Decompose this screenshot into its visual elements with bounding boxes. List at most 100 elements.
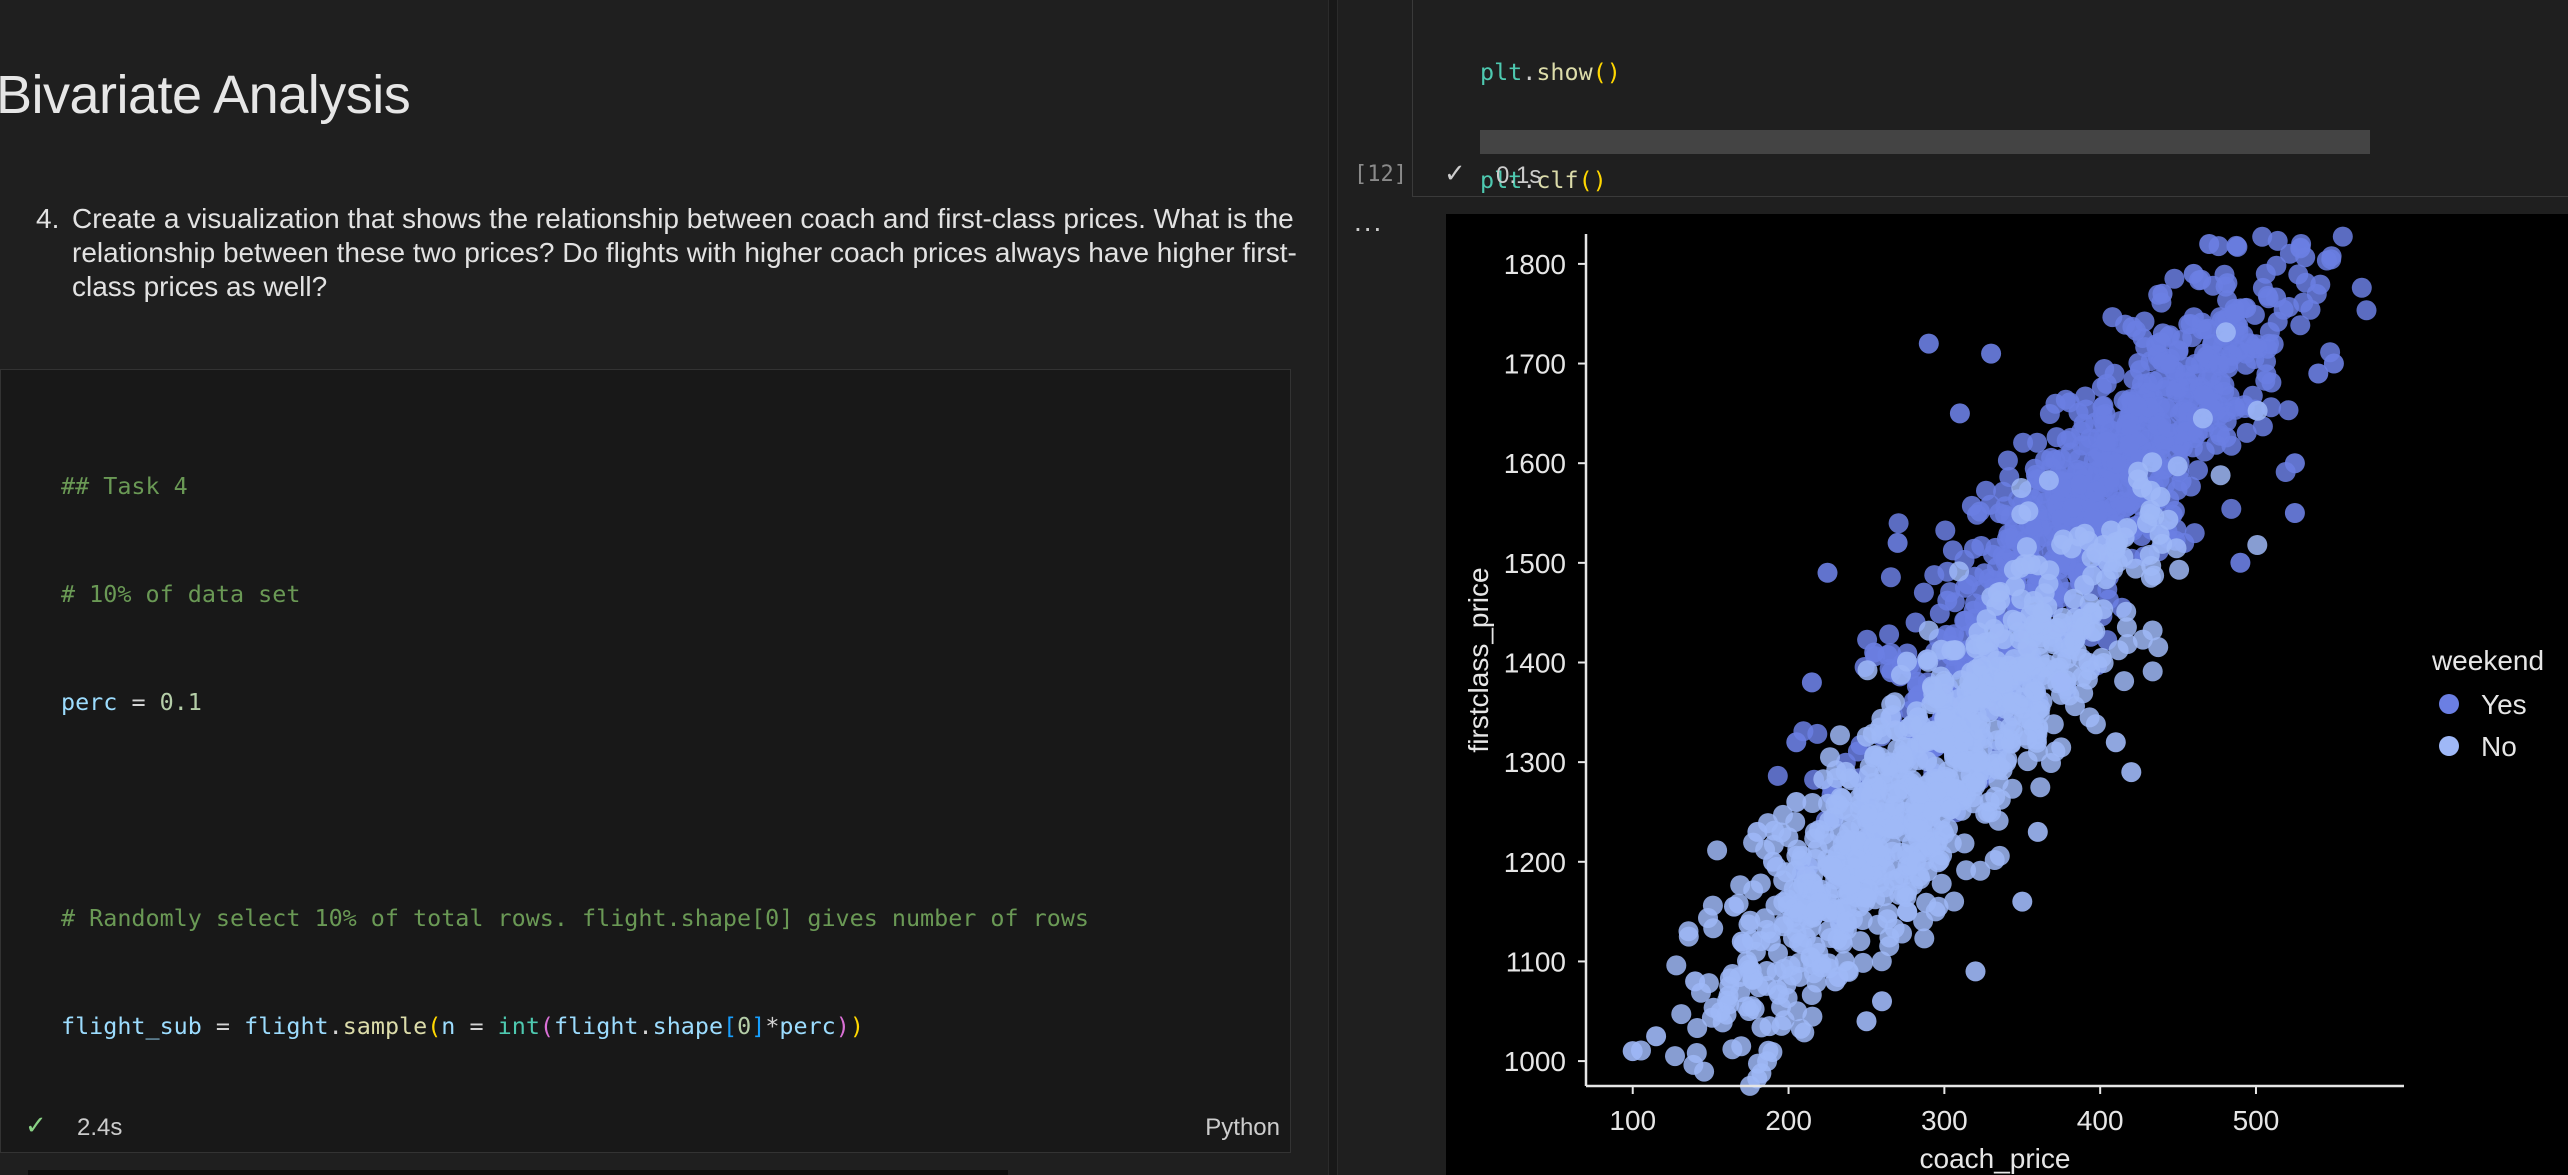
scatter-point-no (1722, 1039, 1743, 1060)
scatter-point-yes (1976, 480, 1996, 501)
scatter-point-no (2011, 478, 2032, 498)
cell-border (1412, 196, 2568, 197)
scatter-point-no (1858, 764, 1879, 785)
scatter-point-no (1975, 803, 1996, 824)
scatter-point-no (1877, 756, 1898, 777)
code-line: plt.clf() (1480, 166, 1607, 194)
scatter-point-no (1820, 747, 1840, 768)
scatter-point-yes (1880, 567, 1901, 588)
y-tick-label: 1700 (1504, 349, 1566, 380)
scatter-point-no (1790, 1018, 1811, 1039)
scatter-point-no (2210, 465, 2231, 486)
scatter-point-yes (1996, 529, 2017, 550)
scatter-point-no (1763, 851, 1783, 872)
scatter-point-yes (2267, 230, 2288, 251)
scatter-point-yes (2086, 481, 2107, 502)
scatter-point-yes (2115, 497, 2136, 518)
question-text: Create a visualization that shows the re… (72, 203, 1297, 302)
code-line: ## Task 4 (61, 472, 188, 500)
scatter-point-yes (2290, 315, 2311, 336)
scatter-point-no (1786, 923, 1807, 944)
scatter-chart: 1000 1100 1200 1300 1400 1500 1600 1700 1800 100 2… (1463, 226, 2544, 1174)
scatter-point-no (1934, 708, 1955, 729)
scatter-point-no (1730, 982, 1751, 1002)
scatter-point-no (2114, 671, 2135, 692)
scatter-point-no (1786, 792, 1807, 812)
scatter-point-no (1853, 952, 1874, 973)
scatter-point-no (1751, 1063, 1772, 1084)
language-selector[interactable]: Python (1205, 1114, 1280, 1141)
scatter-point-no (2054, 632, 2075, 653)
legend-marker-yes (2439, 694, 2459, 714)
scatter-point-no (1934, 824, 1955, 845)
scatter-point-yes (2284, 503, 2305, 523)
scatter-point-yes (2104, 363, 2125, 384)
scatter-point-no (1730, 875, 1751, 896)
scatter-point-no (2002, 721, 2023, 741)
code-line: plt.show() (1480, 58, 1621, 86)
split-divider[interactable] (1328, 0, 1338, 1175)
scatter-point-no (1988, 771, 2009, 792)
cell-status-bar: ✓ 2.4s Python (1, 1100, 1290, 1152)
scatter-point-no (1899, 737, 1919, 758)
scatter-point-no (2047, 617, 2068, 638)
scatter-point-no (2032, 602, 2053, 623)
scatter-point-no (1750, 873, 1771, 894)
scatter-point-yes (1767, 765, 1788, 786)
more-actions-icon[interactable]: ... (1354, 206, 1384, 237)
scatter-point-yes (2095, 431, 2116, 452)
scatter-point-yes (2316, 250, 2337, 271)
execution-count: [12] (1354, 162, 1407, 187)
scatter-point-no (2013, 687, 2034, 708)
scatter-point-no (2132, 629, 2153, 650)
scatter-point-yes (1935, 520, 1956, 541)
horizontal-scrollbar-thumb[interactable] (1480, 130, 2370, 154)
scatter-point-yes (1887, 532, 1908, 553)
scatter-point-no (1922, 678, 1943, 698)
scatter-point-no (1949, 561, 1970, 582)
scatter-point-yes (2127, 396, 2148, 417)
scatter-point-no (2017, 751, 2038, 772)
legend-label-no: No (2481, 731, 2517, 762)
scatter-point-no (1944, 891, 1965, 912)
scatter-point-no (1826, 768, 1847, 788)
horizontal-scrollbar[interactable] (28, 1170, 1008, 1175)
code-cell-task4[interactable]: ## Task 4 # 10% of data set perc = 0.1 #… (0, 369, 1291, 1153)
scatter-point-no (2043, 714, 2064, 735)
scatter-point-no (2029, 647, 2050, 668)
scatter-point-no (1785, 812, 1806, 832)
scatter-point-yes (2300, 299, 2321, 320)
scatter-point-no (2085, 714, 2106, 735)
scatter-point-no (1788, 902, 1809, 923)
scatter-point-no (2083, 621, 2104, 642)
scatter-point-no (1871, 708, 1892, 729)
scatter-point-no (1931, 639, 1952, 660)
scatter-point-no (2167, 456, 2188, 477)
scatter-point-yes (2128, 353, 2149, 373)
code-editor[interactable]: ## Task 4 # 10% of data set perc = 0.1 #… (61, 396, 1291, 1175)
scatter-point-no (1787, 839, 1808, 860)
page-title: Bivariate Analysis (0, 65, 411, 125)
scatter-point-no (1724, 896, 1744, 917)
scatter-point-yes (1942, 540, 1963, 561)
cell-border (1412, 0, 1413, 196)
scatter-point-no (1622, 1041, 1643, 1062)
scatter-point-yes (2178, 371, 2199, 392)
scatter-point-no (1665, 1046, 1685, 1067)
scatter-point-no (2027, 821, 2048, 842)
scatter-point-no (1678, 921, 1699, 942)
scatter-point-no (1856, 1011, 1877, 1032)
code-line: flight_sub = flight.sample(n = int(fligh… (61, 1012, 864, 1040)
x-axis-label: coach_price (1920, 1143, 2071, 1174)
scatter-point-yes (1944, 592, 1965, 613)
x-tick-label: 500 (2233, 1105, 2280, 1136)
scatter-point-yes (2356, 300, 2377, 321)
scatter-point-no (1857, 887, 1877, 908)
scatter-point-no (1959, 671, 1980, 692)
scatter-point-no (1907, 819, 1928, 840)
scatter-point-no (1703, 918, 1724, 939)
scatter-point-no (1701, 1007, 1722, 1028)
scatter-point-no (1836, 911, 1857, 932)
scatter-point-yes (2221, 498, 2242, 519)
scatter-point-no (1666, 955, 1687, 976)
